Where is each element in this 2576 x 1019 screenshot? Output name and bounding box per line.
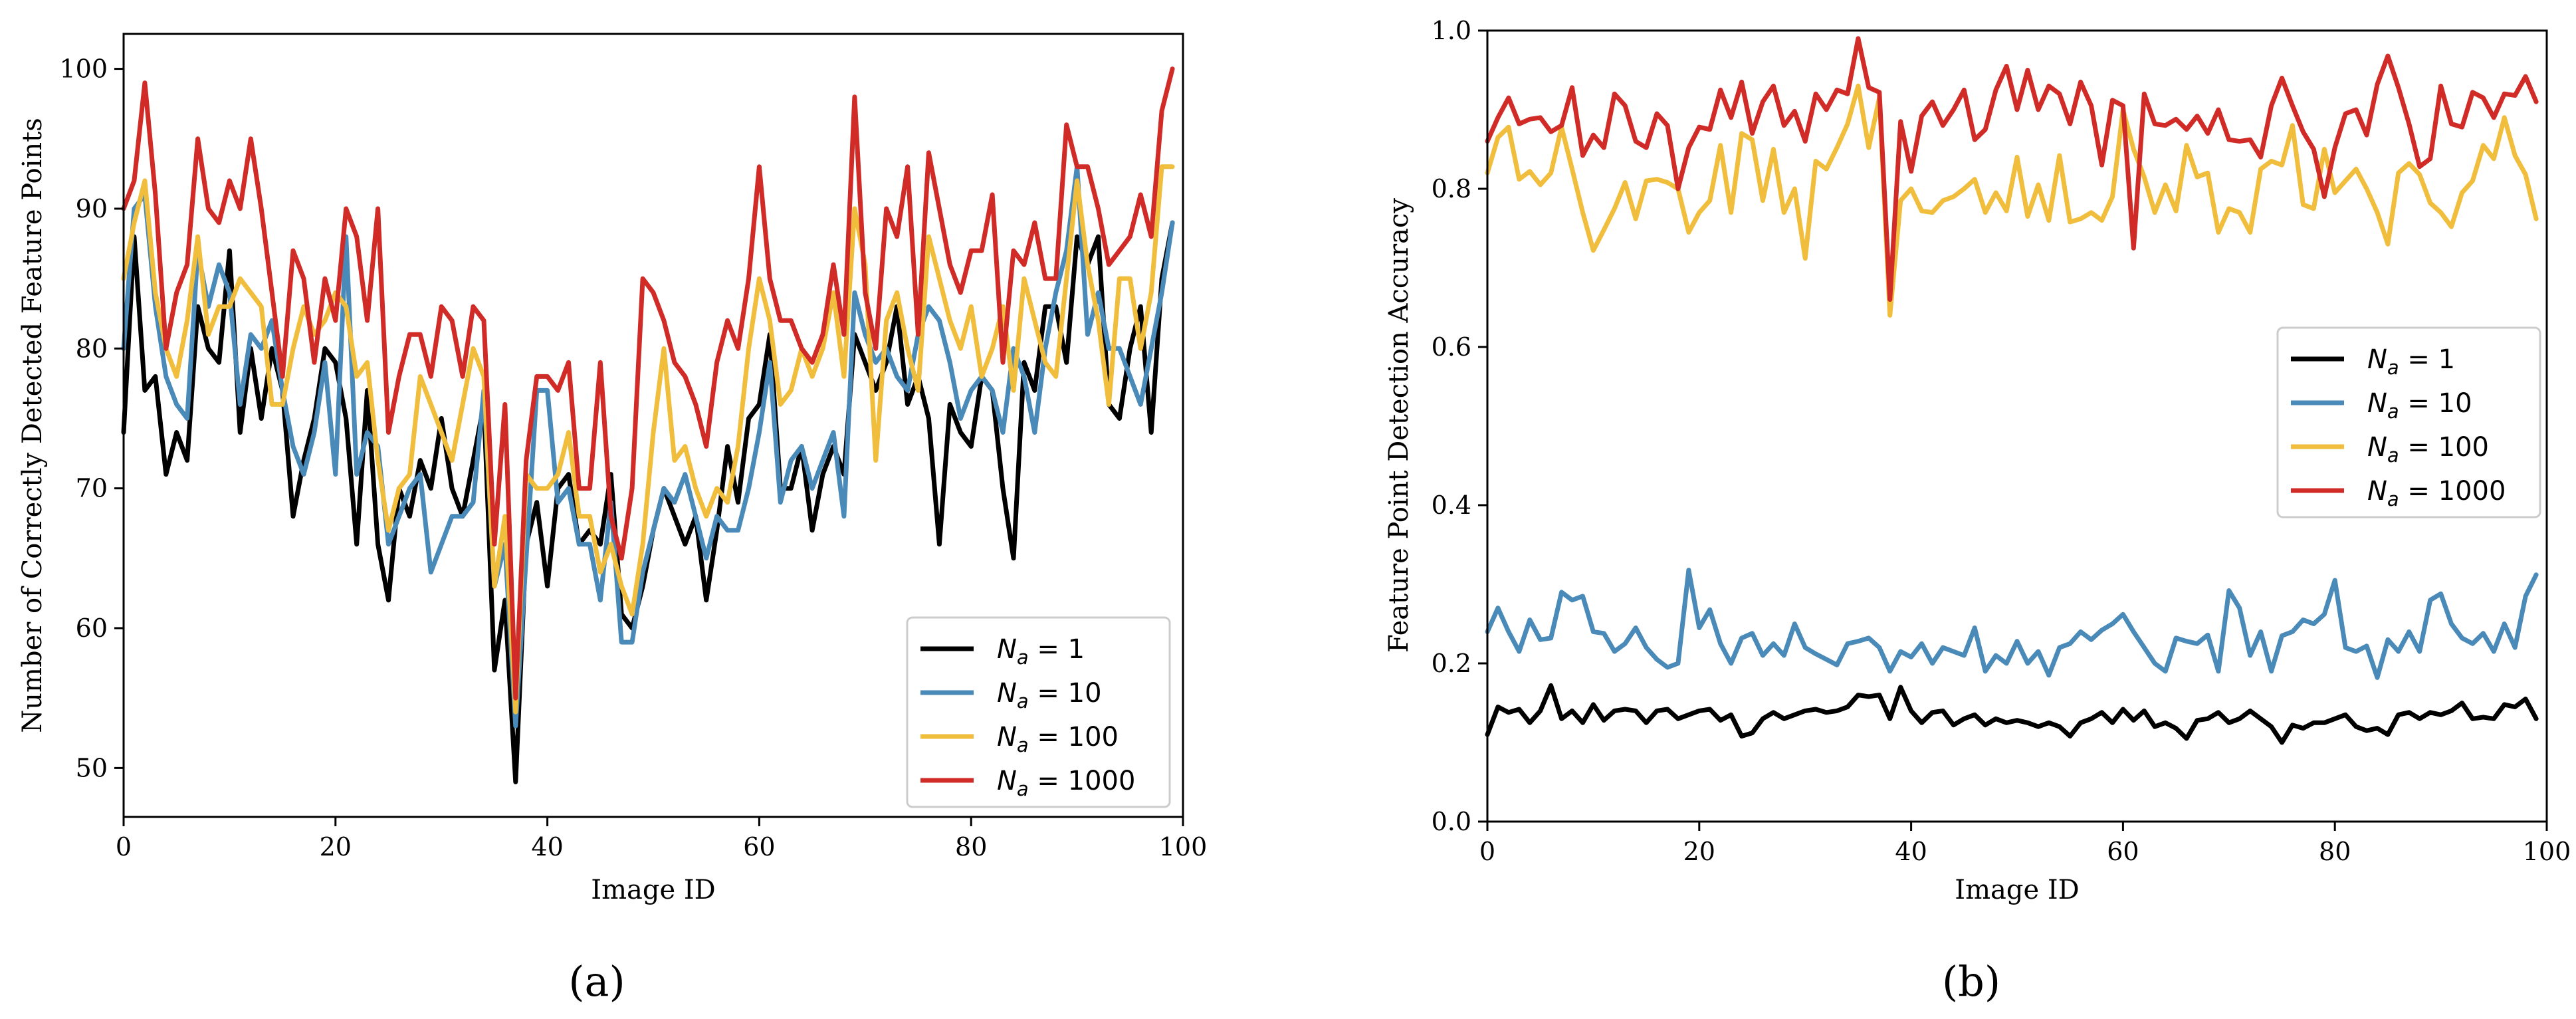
y-axis-ticks: 50 60 70 80 90 100 <box>59 55 124 782</box>
x-axis-label: Image ID <box>1955 875 2079 905</box>
series-line <box>121 66 1175 701</box>
y-tick-label: 1.0 <box>1432 16 1471 45</box>
series-line <box>1485 83 2539 318</box>
plot-frame <box>122 33 1184 818</box>
y-tick-label: 80 <box>76 334 108 363</box>
plot-frame <box>1486 29 2548 823</box>
x-tick-label: 40 <box>1895 837 1927 866</box>
legend-label: Na = 1000 <box>997 766 1135 800</box>
x-tick-label: 80 <box>2319 837 2351 866</box>
legend: Na = 1 Na = 10 Na = 100 Na = 1000 <box>906 616 1171 808</box>
series-line <box>1485 36 2539 302</box>
chart-panel-a: 0 20 40 60 80 100 50 60 70 80 90 100 Image ID Numb… <box>17 33 1207 1006</box>
x-tick-label: 60 <box>743 832 775 861</box>
y-tick-label: 0.8 <box>1432 174 1471 203</box>
y-tick-label: 0.6 <box>1432 332 1471 362</box>
legend-label: Na = 10 <box>997 678 1102 713</box>
legend: Na = 1 Na = 10 Na = 100 Na = 1000 <box>2276 326 2541 518</box>
legend-box <box>2276 326 2541 518</box>
series-line <box>1485 568 2539 680</box>
panel-caption: (a) <box>568 957 625 1006</box>
series-group <box>1485 36 2539 745</box>
series-line <box>121 164 1175 729</box>
x-axis-ticks: 0 20 40 60 80 100 <box>1479 822 2571 866</box>
x-tick-label: 100 <box>1159 832 1208 861</box>
x-axis-ticks: 0 20 40 60 80 100 <box>116 817 1207 861</box>
panel-caption: (b) <box>1942 957 2000 1006</box>
y-tick-label: 0.0 <box>1432 807 1471 836</box>
y-tick-label: 60 <box>76 614 108 643</box>
legend-label: Na = 1 <box>2367 344 2455 379</box>
y-tick-label: 0.4 <box>1432 491 1471 520</box>
y-axis-ticks: 0.0 0.2 0.4 0.6 0.8 1.0 <box>1432 16 1487 836</box>
x-tick-label: 0 <box>1479 837 1495 866</box>
legend-label: Na = 10 <box>2367 388 2472 423</box>
y-tick-label: 70 <box>76 474 108 503</box>
legend-box <box>906 616 1171 808</box>
y-axis-label: Feature Point Detection Accuracy <box>1384 198 1414 653</box>
x-tick-label: 80 <box>955 832 987 861</box>
x-tick-label: 60 <box>2107 837 2139 866</box>
y-tick-label: 50 <box>76 753 108 782</box>
x-tick-label: 20 <box>320 832 352 861</box>
y-tick-label: 90 <box>76 194 108 223</box>
legend-label: Na = 1000 <box>2367 476 2506 510</box>
series-group <box>121 66 1175 784</box>
x-tick-label: 40 <box>531 832 563 861</box>
legend-label: Na = 100 <box>2367 432 2489 467</box>
x-tick-label: 100 <box>2523 837 2571 866</box>
y-tick-label: 100 <box>59 55 108 84</box>
x-tick-label: 20 <box>1683 837 1715 866</box>
series-line <box>1485 683 2539 745</box>
legend-label: Na = 100 <box>997 722 1119 756</box>
legend-label: Na = 1 <box>997 634 1085 669</box>
chart-panel-b: 0 20 40 60 80 100 0.0 0.2 0.4 0.6 0.8 1.0 Image ID… <box>1384 16 2571 1006</box>
y-tick-label: 0.2 <box>1432 649 1471 678</box>
x-axis-label: Image ID <box>591 875 715 905</box>
series-line <box>121 164 1175 715</box>
y-axis-label: Number of Correctly Detected Feature Poi… <box>17 118 48 733</box>
x-tick-label: 0 <box>116 832 132 861</box>
